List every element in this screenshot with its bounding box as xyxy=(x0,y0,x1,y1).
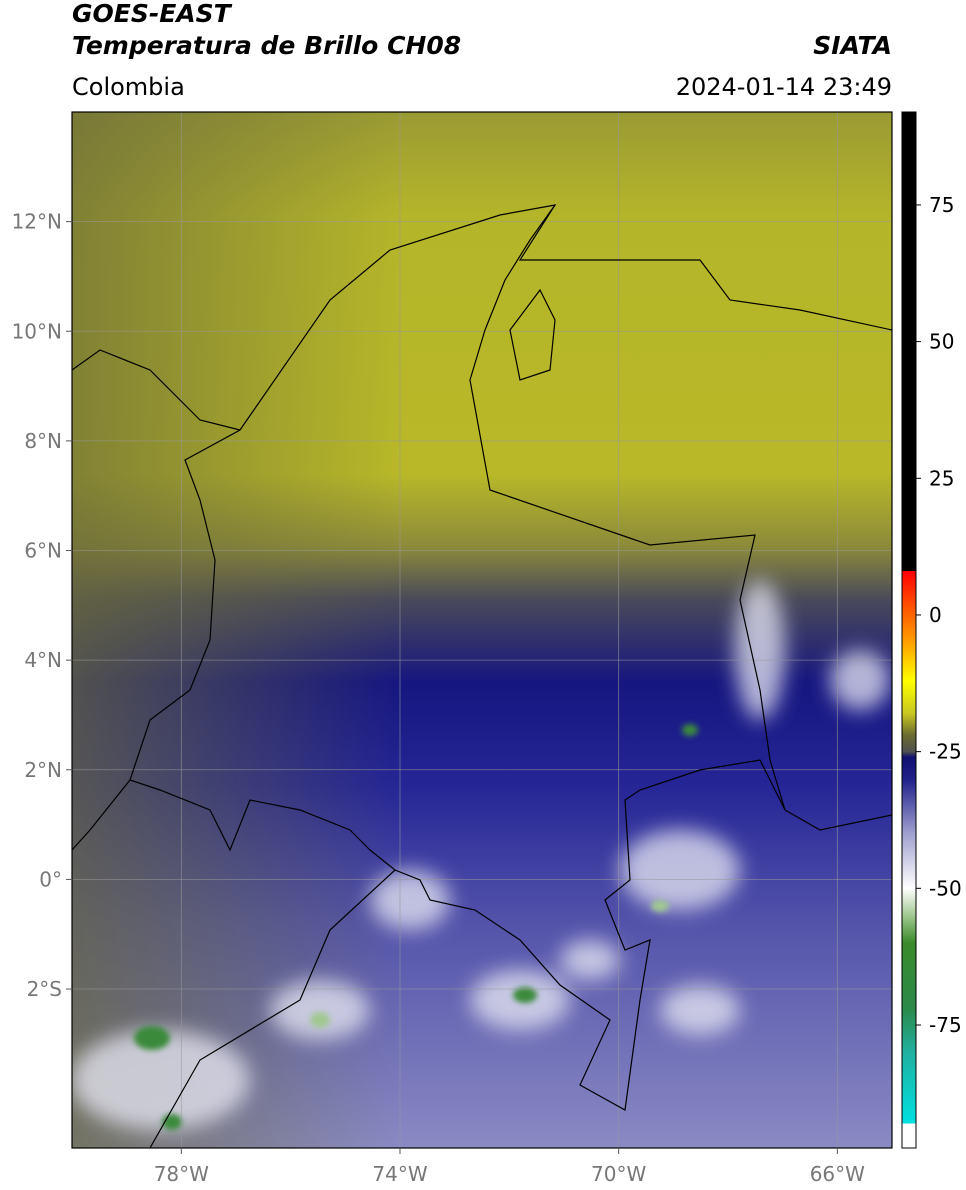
y-tick-label: 4°N xyxy=(24,648,62,672)
y-tick-label: 10°N xyxy=(12,319,62,343)
subtitle: Temperatura de Brillo CH08 xyxy=(72,31,461,60)
colorbar-label: -75 xyxy=(929,1013,962,1037)
colorbar-label: 75 xyxy=(929,193,954,217)
colorbar-label: 25 xyxy=(929,466,954,490)
imagery xyxy=(72,112,892,1148)
y-tick-label: 0° xyxy=(39,867,62,891)
y-tick-label: 12°N xyxy=(12,210,62,234)
colorbar-label: 0 xyxy=(929,603,942,627)
map-frame xyxy=(71,111,893,1149)
colorbar-label: -25 xyxy=(929,740,962,764)
region: Colombia xyxy=(72,73,185,101)
y-tick-label: 8°N xyxy=(24,429,62,453)
y-tick-label: 2°N xyxy=(24,758,62,782)
x-tick-label: 74°W xyxy=(372,1162,427,1186)
colorbar-label: 50 xyxy=(929,330,954,354)
borders xyxy=(72,204,892,1148)
title: GOES-EAST xyxy=(72,0,233,28)
y-tick-label: 2°S xyxy=(27,977,62,1001)
x-tick-label: 66°W xyxy=(810,1162,865,1186)
y-tick-label: 6°N xyxy=(24,539,62,563)
colorbar xyxy=(901,111,917,1149)
colorbar-label: -50 xyxy=(929,876,962,900)
x-tick-label: 78°W xyxy=(154,1162,209,1186)
grid xyxy=(72,112,892,1148)
source: SIATA xyxy=(813,31,892,60)
timestamp: 2024-01-14 23:49 xyxy=(676,73,892,101)
x-tick-label: 70°W xyxy=(591,1162,646,1186)
